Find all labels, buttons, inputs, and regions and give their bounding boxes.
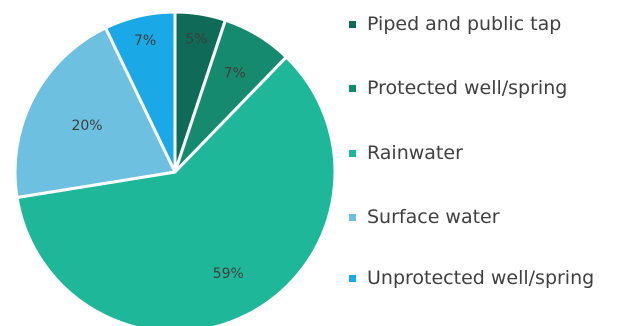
legend-item-rainwater: Rainwater	[349, 141, 617, 166]
legend-item-protected-well-spring: Protected well/spring	[349, 76, 617, 101]
legend-label-protected-well-spring: Protected well/spring	[367, 77, 568, 99]
legend-swatch-piped-and-public-tap	[349, 21, 356, 28]
pie-slice-unprotected-well-spring	[104, 10, 177, 174]
pie-slice-surface-water	[13, 26, 177, 200]
legend-label-surface-water: Surface water	[367, 206, 500, 228]
legend: Piped and public tap Protected well/spri…	[349, 8, 631, 326]
data-label-unprotected-well-spring: 7%	[134, 33, 156, 49]
legend-swatch-surface-water	[349, 214, 356, 221]
legend-swatch-unprotected-well-spring	[349, 275, 356, 282]
data-label-rainwater: 59%	[213, 266, 244, 282]
legend-label-piped-and-public-tap: Piped and public tap	[367, 13, 562, 35]
data-label-piped-and-public-tap: 5%	[185, 31, 207, 47]
legend-label-rainwater: Rainwater	[367, 142, 463, 164]
legend-item-piped-and-public-tap: Piped and public tap	[349, 12, 617, 37]
legend-swatch-rainwater	[349, 150, 356, 157]
legend-swatch-protected-well-spring	[349, 85, 356, 92]
data-label-surface-water: 20%	[71, 118, 102, 134]
pie-slice-rainwater	[15, 55, 337, 326]
legend-item-unprotected-well-spring: Unprotected well/spring	[349, 266, 617, 291]
legend-item-surface-water: Surface water	[349, 205, 617, 230]
data-label-protected-well-spring: 7%	[224, 65, 246, 81]
legend-label-unprotected-well-spring: Unprotected well/spring	[367, 267, 595, 289]
